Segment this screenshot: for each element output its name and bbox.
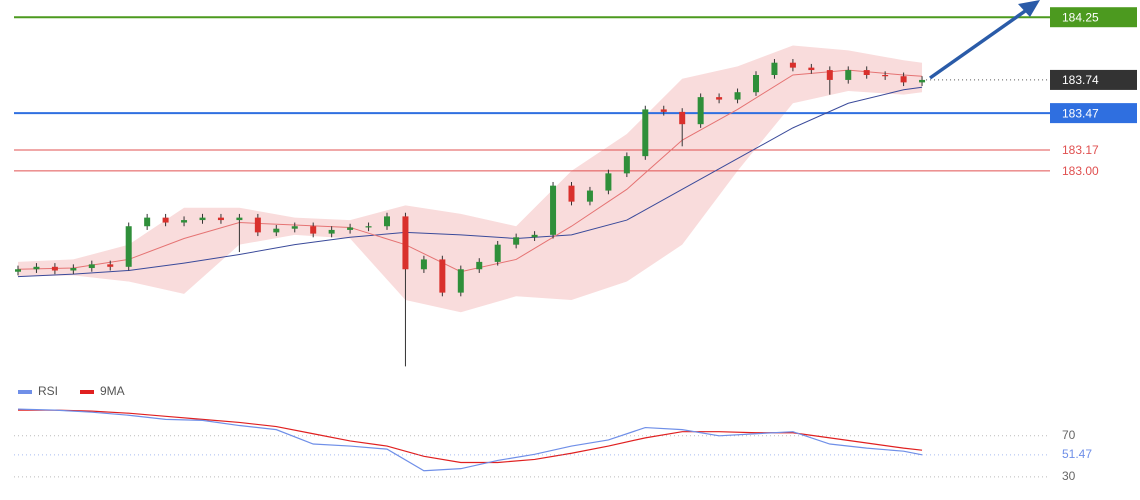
band-layer [14, 16, 1050, 313]
candle-body [15, 269, 21, 272]
legend-label: RSI [38, 384, 58, 398]
candle-body [494, 244, 501, 262]
candle-body [476, 261, 483, 270]
candle-body [181, 220, 188, 223]
candle-body [605, 173, 612, 191]
candle-body [623, 156, 630, 174]
series-line [18, 409, 923, 464]
candle-body [568, 185, 575, 202]
candle-body [660, 109, 667, 112]
candle-body [457, 269, 464, 293]
ma-slow [17, 86, 923, 278]
candle-body [33, 266, 40, 270]
candle-body [291, 226, 298, 229]
candle-body [586, 190, 593, 202]
level-label: 183.00 [1062, 164, 1099, 178]
trend-arrow [928, 7, 1030, 80]
candle-body [900, 76, 907, 83]
y-tick-label: 70 [1062, 428, 1076, 442]
candle-body [826, 70, 833, 80]
level-label: 184.25 [1062, 10, 1099, 24]
candle-body [347, 227, 354, 230]
candle-body [919, 79, 926, 83]
last-price-label: 183.74 [1062, 73, 1099, 87]
candle-body [420, 259, 427, 270]
candle-body [531, 234, 538, 238]
candle-body [550, 185, 557, 235]
main-layer: 184.25 183.47 183.17 183.00 183.74 70 30 RSI 9MA… [14, 7, 1137, 483]
level-label: 183.17 [1062, 143, 1099, 157]
candle-body [771, 62, 778, 75]
candle-body [808, 67, 815, 71]
candle-body [217, 217, 224, 221]
candle-body [439, 259, 446, 293]
candle-body [254, 217, 261, 233]
candle-body [882, 75, 889, 77]
candle-body [863, 70, 870, 75]
candle-body [365, 226, 372, 228]
candle-body [162, 217, 169, 223]
candle-body [236, 217, 243, 221]
candle-body [789, 62, 796, 68]
legend-swatch [80, 390, 94, 394]
candle-body [384, 216, 390, 227]
last-value-label: 51.47 [1062, 447, 1092, 461]
candle-body [753, 75, 759, 93]
last-price-box [1050, 69, 1137, 90]
level-label-box [1050, 7, 1137, 28]
candle-body [734, 92, 741, 100]
candle-body [273, 228, 280, 233]
candle-body [513, 237, 520, 245]
series-line [17, 408, 923, 472]
ma-fast [17, 69, 923, 273]
candle-body [328, 229, 335, 234]
candle-body [642, 109, 649, 157]
candle-body [199, 217, 206, 221]
level-label-box [1050, 103, 1137, 124]
candle-body [716, 97, 723, 100]
y-tick-label: 30 [1062, 469, 1076, 483]
arrow-head [1018, 0, 1040, 17]
candle-body [51, 266, 58, 271]
candle-body [310, 226, 317, 234]
candle-body [845, 70, 852, 80]
candle-body [70, 268, 77, 271]
candle-body [107, 264, 114, 267]
candle-body [88, 264, 95, 269]
candle-body [144, 217, 151, 227]
candle-body [697, 97, 704, 125]
level-label: 183.47 [1062, 106, 1099, 120]
candle-body [679, 111, 686, 125]
legend-label: 9MA [100, 384, 125, 398]
candle-body [125, 226, 132, 267]
candle-body [402, 216, 409, 270]
legend-swatch [18, 390, 32, 394]
